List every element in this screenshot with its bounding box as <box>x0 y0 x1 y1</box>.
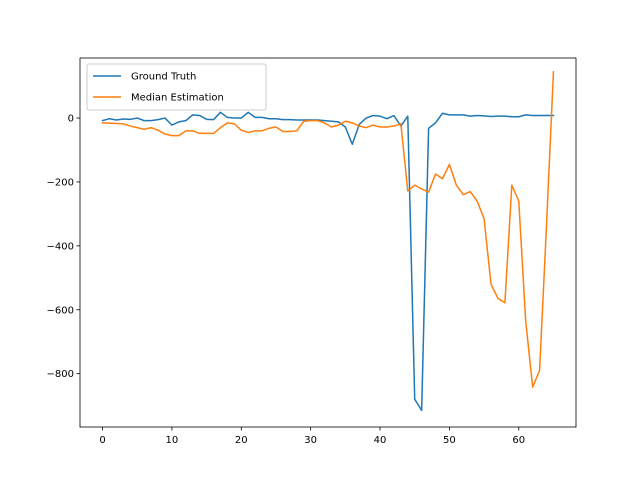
x-tick-label: 20 <box>235 435 248 446</box>
plot-frame <box>79 57 577 428</box>
legend: Ground Truth Median Estimation <box>86 63 267 111</box>
x-tick-label: 50 <box>443 435 456 446</box>
x-tick-label: 40 <box>374 435 387 446</box>
legend-box <box>86 63 267 111</box>
y-tick-label: −800 <box>47 369 74 380</box>
y-tick-label: −600 <box>47 305 74 316</box>
x-tick-label: 0 <box>99 435 105 446</box>
y-tick-label: 0 <box>68 114 74 125</box>
y-tick-label: −200 <box>47 177 74 188</box>
y-tick-label: −400 <box>47 241 74 252</box>
series-line-ground-truth <box>101 111 555 412</box>
x-tick-label: 60 <box>512 435 525 446</box>
x-tick-label: 30 <box>304 435 317 446</box>
legend-label-median-estimation: Median Estimation <box>131 93 224 104</box>
axes-layer: 0 10 20 30 40 50 60 −800 −600 −400 −200 0 <box>47 57 577 446</box>
series-line-median-estimation <box>101 70 555 388</box>
legend-label-ground-truth: Ground Truth <box>131 72 196 83</box>
x-tick-label: 10 <box>166 435 179 446</box>
series-layer <box>101 70 555 412</box>
